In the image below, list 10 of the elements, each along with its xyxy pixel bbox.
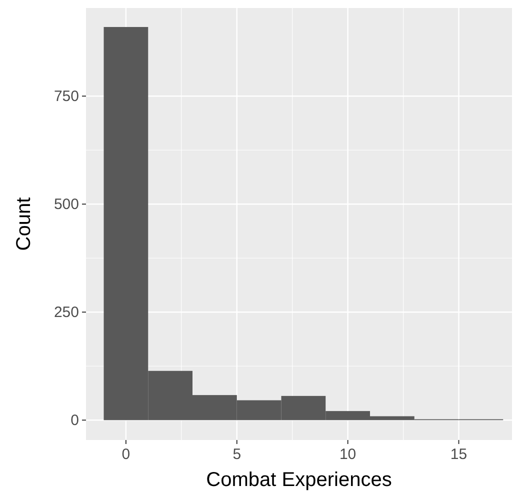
x-tick-label: 0: [122, 446, 130, 463]
y-tick-label: 500: [54, 196, 79, 214]
x-axis-title: Combat Experiences: [206, 469, 392, 491]
y-axis-title: Count: [13, 196, 35, 251]
y-tick-label: 250: [54, 304, 79, 322]
y-tick-label: 0: [70, 412, 79, 430]
x-tick-label: 5: [232, 446, 242, 463]
x-tick-label: 10: [339, 446, 356, 463]
y-tick-label: 750: [54, 88, 79, 106]
x-tick-label: 15: [450, 446, 468, 463]
